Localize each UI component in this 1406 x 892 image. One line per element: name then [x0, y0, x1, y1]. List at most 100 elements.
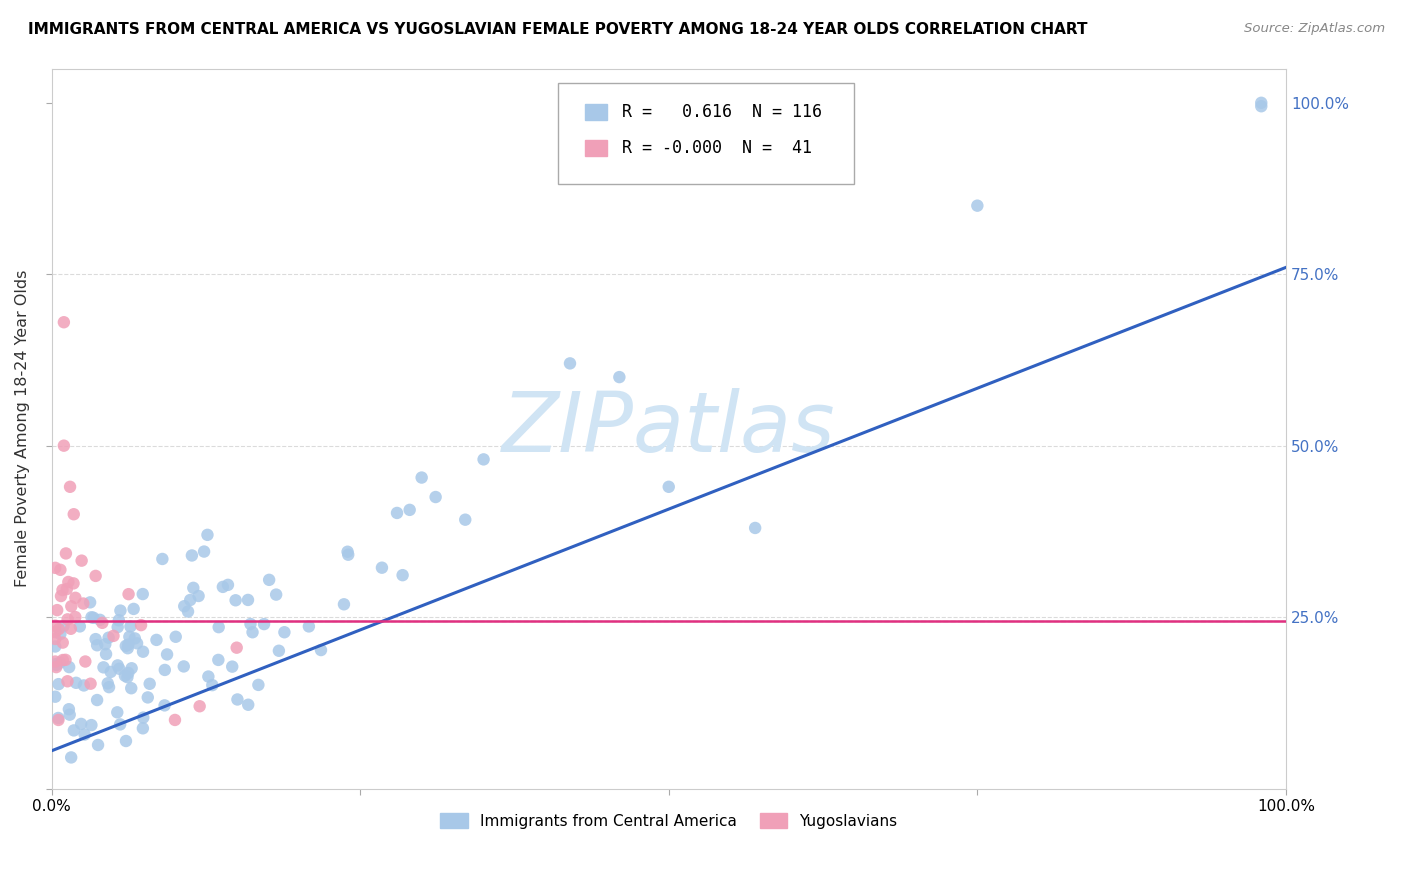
- Point: [48, 622, 70, 636]
- Point: [58, 660, 80, 674]
- Point: [309, 643, 332, 657]
- Point: [44, 625, 66, 640]
- Point: [44, 657, 66, 672]
- Point: [236, 593, 259, 607]
- Point: [48, 713, 70, 727]
- Point: [49, 627, 72, 641]
- Point: [125, 636, 148, 650]
- Point: [337, 548, 360, 562]
- Point: [73, 678, 96, 692]
- Point: [264, 588, 287, 602]
- Point: [1250, 95, 1272, 110]
- Point: [120, 619, 142, 633]
- Point: [177, 605, 200, 619]
- Bar: [585, 103, 607, 120]
- Point: [51, 582, 73, 597]
- Point: [193, 544, 215, 558]
- Point: [298, 619, 321, 633]
- Point: [103, 629, 125, 643]
- Point: [1250, 99, 1272, 113]
- Point: [80, 718, 103, 732]
- Point: [93, 660, 115, 674]
- Point: [44, 690, 66, 704]
- Point: [165, 630, 187, 644]
- Point: [226, 692, 249, 706]
- Point: [180, 549, 202, 563]
- Point: [91, 615, 114, 630]
- Point: [217, 578, 239, 592]
- Point: [132, 645, 155, 659]
- Point: [63, 723, 86, 738]
- Point: [122, 602, 145, 616]
- Point: [86, 693, 108, 707]
- Point: [75, 655, 97, 669]
- Point: [658, 480, 681, 494]
- Point: [385, 506, 408, 520]
- Point: [136, 690, 159, 705]
- Point: [145, 632, 167, 647]
- Point: [58, 702, 80, 716]
- Point: [87, 738, 110, 752]
- Point: [60, 750, 83, 764]
- Point: [108, 613, 131, 627]
- Point: [225, 640, 247, 655]
- Point: [225, 593, 247, 607]
- Point: [79, 676, 101, 690]
- Point: [59, 622, 82, 636]
- Point: [238, 698, 260, 712]
- Point: [253, 617, 276, 632]
- Point: [49, 589, 72, 603]
- Point: [52, 653, 75, 667]
- Point: [188, 699, 211, 714]
- Point: [132, 721, 155, 735]
- Point: [84, 632, 107, 646]
- Bar: [585, 139, 607, 156]
- Point: [59, 707, 82, 722]
- Point: [239, 617, 262, 632]
- Point: [86, 638, 108, 652]
- Point: [44, 655, 66, 669]
- FancyBboxPatch shape: [558, 83, 853, 184]
- Point: [97, 631, 120, 645]
- Point: [60, 599, 83, 614]
- Y-axis label: Female Poverty Among 18-24 Year Olds: Female Poverty Among 18-24 Year Olds: [15, 270, 30, 587]
- Point: [105, 706, 128, 720]
- Point: [138, 677, 160, 691]
- Point: [181, 581, 204, 595]
- Point: [247, 678, 270, 692]
- Point: [398, 503, 420, 517]
- Point: [124, 632, 146, 646]
- Point: [267, 644, 290, 658]
- Point: [257, 573, 280, 587]
- Point: [115, 734, 138, 748]
- Point: [108, 717, 131, 731]
- Point: [114, 668, 136, 682]
- Point: [454, 513, 477, 527]
- Point: [273, 625, 295, 640]
- Point: [744, 521, 766, 535]
- Point: [45, 657, 67, 672]
- Point: [333, 597, 356, 611]
- Point: [117, 670, 139, 684]
- Point: [207, 653, 229, 667]
- Point: [242, 625, 264, 640]
- Point: [132, 587, 155, 601]
- Point: [44, 618, 66, 632]
- Point: [107, 658, 129, 673]
- Point: [173, 659, 195, 673]
- Point: [411, 470, 433, 484]
- Point: [72, 597, 94, 611]
- Point: [966, 199, 988, 213]
- Point: [46, 711, 69, 725]
- Point: [48, 677, 70, 691]
- Point: [197, 669, 219, 683]
- Point: [84, 569, 107, 583]
- Point: [120, 681, 142, 696]
- Text: ZIPatlas: ZIPatlas: [502, 388, 835, 469]
- Point: [163, 713, 186, 727]
- Point: [153, 698, 176, 713]
- Point: [221, 659, 243, 673]
- Point: [558, 356, 581, 370]
- Point: [117, 638, 139, 652]
- Text: Source: ZipAtlas.com: Source: ZipAtlas.com: [1244, 22, 1385, 36]
